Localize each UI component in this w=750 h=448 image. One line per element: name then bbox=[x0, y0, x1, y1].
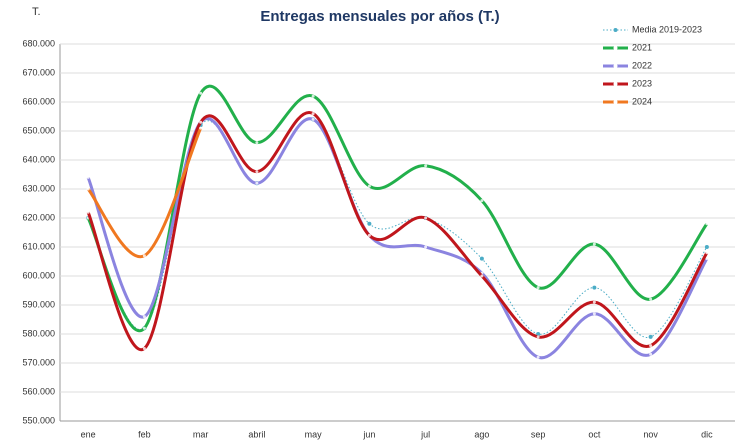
point-marker bbox=[142, 254, 146, 258]
point-marker bbox=[649, 297, 653, 301]
point-marker bbox=[536, 335, 540, 339]
y-tick-label: 600.000 bbox=[22, 270, 55, 280]
point-marker bbox=[649, 344, 653, 348]
point-marker bbox=[479, 256, 484, 261]
point-marker bbox=[424, 164, 428, 168]
y-unit: T. bbox=[32, 6, 41, 18]
point-marker bbox=[199, 126, 203, 130]
legend-marker bbox=[613, 82, 618, 86]
point-marker bbox=[704, 245, 709, 249]
point-marker bbox=[367, 233, 371, 237]
y-tick-label: 670.000 bbox=[22, 67, 55, 77]
point-marker bbox=[86, 210, 90, 214]
point-marker bbox=[592, 285, 597, 290]
point-marker bbox=[536, 286, 540, 290]
point-marker bbox=[255, 181, 259, 185]
y-tick-label: 560.000 bbox=[22, 386, 55, 396]
point-marker bbox=[142, 326, 146, 330]
y-tick-label: 570.000 bbox=[22, 357, 55, 367]
legend-marker bbox=[613, 100, 618, 104]
point-marker bbox=[255, 170, 259, 174]
point-marker bbox=[424, 216, 428, 220]
point-marker bbox=[592, 300, 596, 304]
point-marker bbox=[648, 334, 653, 339]
point-marker bbox=[367, 184, 371, 188]
point-marker bbox=[311, 112, 315, 116]
point-marker bbox=[424, 245, 428, 249]
y-tick-label: 620.000 bbox=[22, 212, 55, 222]
y-tick-label: 680.000 bbox=[22, 38, 55, 48]
legend-marker bbox=[613, 64, 618, 68]
x-tick-label: ene bbox=[81, 429, 96, 439]
point-marker bbox=[311, 94, 315, 98]
y-tick-label: 550.000 bbox=[22, 415, 55, 425]
point-marker bbox=[199, 120, 203, 124]
legend-marker bbox=[613, 46, 618, 50]
y-tick-label: 590.000 bbox=[22, 299, 55, 309]
x-tick-label: oct bbox=[588, 429, 601, 439]
point-marker bbox=[199, 91, 203, 95]
x-tick-label: may bbox=[305, 429, 323, 439]
legend-label: 2023 bbox=[632, 78, 652, 88]
point-marker bbox=[536, 332, 541, 336]
x-tick-label: feb bbox=[138, 429, 151, 439]
y-tick-label: 660.000 bbox=[22, 96, 55, 106]
point-marker bbox=[649, 352, 653, 356]
point-marker bbox=[705, 257, 709, 261]
point-marker bbox=[705, 251, 709, 255]
x-tick-label: ago bbox=[474, 429, 489, 439]
x-tick-label: sep bbox=[531, 429, 546, 439]
legend-label: Media 2019-2023 bbox=[632, 24, 702, 34]
point-marker bbox=[592, 312, 596, 316]
y-tick-label: 630.000 bbox=[22, 183, 55, 193]
y-tick-label: 610.000 bbox=[22, 241, 55, 251]
legend-label: 2021 bbox=[632, 42, 652, 52]
x-tick-label: dic bbox=[701, 429, 713, 439]
point-marker bbox=[311, 117, 315, 121]
point-marker bbox=[255, 141, 259, 145]
point-marker bbox=[142, 315, 146, 319]
series-line bbox=[86, 117, 709, 360]
x-tick-label: jun bbox=[362, 429, 375, 439]
chart-title: Entregas mensuales por años (T.) bbox=[260, 8, 499, 25]
legend-label: 2022 bbox=[632, 60, 652, 70]
legend-marker bbox=[613, 28, 618, 32]
point-marker bbox=[86, 175, 90, 179]
point-marker bbox=[592, 242, 596, 246]
y-tick-label: 640.000 bbox=[22, 154, 55, 164]
x-tick-label: nov bbox=[643, 429, 658, 439]
x-tick-label: mar bbox=[193, 429, 209, 439]
x-tick-label: abril bbox=[248, 429, 265, 439]
series-line bbox=[86, 111, 709, 352]
series-line bbox=[86, 84, 709, 333]
point-marker bbox=[86, 187, 90, 191]
point-marker bbox=[367, 221, 372, 226]
y-tick-label: 650.000 bbox=[22, 125, 55, 135]
y-tick-label: 580.000 bbox=[22, 328, 55, 338]
x-tick-label: jul bbox=[420, 429, 430, 439]
point-marker bbox=[480, 274, 484, 278]
point-marker bbox=[142, 347, 146, 350]
point-marker bbox=[480, 199, 484, 203]
legend-label: 2024 bbox=[632, 96, 652, 106]
point-marker bbox=[536, 355, 540, 359]
point-marker bbox=[705, 222, 709, 226]
